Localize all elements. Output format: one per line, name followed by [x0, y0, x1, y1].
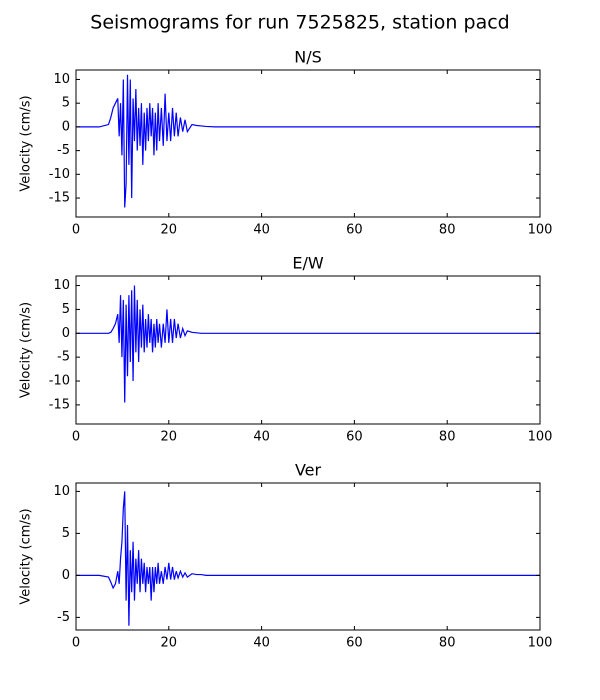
y-tick-label: -5	[57, 350, 70, 365]
chart-title: Ver	[295, 461, 322, 480]
x-tick-label: 20	[161, 223, 178, 238]
x-tick-label: 0	[72, 430, 80, 445]
y-axis-label: Velocity (cm/s)	[19, 508, 34, 604]
chart-title: N/S	[294, 48, 322, 67]
y-tick-label: -10	[49, 167, 70, 182]
plot-frame	[75, 275, 541, 425]
y-tick-label: -5	[57, 143, 70, 158]
y-tick-label: -15	[49, 397, 70, 412]
x-tick-label: 60	[346, 223, 363, 238]
y-tick-label: 5	[62, 96, 70, 111]
y-tick-label: -5	[57, 610, 70, 625]
y-tick-label: 10	[53, 278, 70, 293]
x-tick-label: 20	[161, 430, 178, 445]
x-tick-label: 20	[161, 636, 178, 651]
y-tick-label: -10	[49, 374, 70, 389]
y-tick-label: 5	[62, 526, 70, 541]
y-tick-label: 0	[62, 568, 70, 583]
x-tick-label: 40	[253, 430, 270, 445]
figure-title: Seismograms for run 7525825, station pac…	[90, 12, 509, 34]
series-line	[76, 74, 540, 208]
x-tick-label: 80	[439, 636, 456, 651]
x-tick-label: 60	[346, 636, 363, 651]
x-tick-label: 40	[253, 223, 270, 238]
y-tick-label: 5	[62, 302, 70, 317]
plot-frame	[75, 69, 541, 218]
y-tick-label: 0	[62, 119, 70, 134]
plot-frame	[75, 482, 541, 631]
y-axis-label: Velocity (cm/s)	[19, 302, 34, 398]
x-tick-label: 100	[528, 223, 553, 238]
y-tick-label: 10	[53, 72, 70, 87]
x-tick-label: 60	[346, 430, 363, 445]
x-tick-label: 80	[439, 223, 456, 238]
y-tick-label: -15	[49, 191, 70, 206]
y-axis-label: Velocity (cm/s)	[19, 95, 34, 191]
y-tick-label: 0	[62, 326, 70, 341]
series-line	[76, 491, 540, 626]
chart-title: E/W	[292, 254, 324, 273]
x-tick-label: 100	[528, 430, 553, 445]
series-line	[76, 285, 540, 403]
x-tick-label: 80	[439, 430, 456, 445]
x-tick-label: 0	[72, 223, 80, 238]
x-tick-label: 100	[528, 636, 553, 651]
x-tick-label: 0	[72, 636, 80, 651]
y-tick-label: 10	[53, 484, 70, 499]
x-tick-label: 40	[253, 636, 270, 651]
